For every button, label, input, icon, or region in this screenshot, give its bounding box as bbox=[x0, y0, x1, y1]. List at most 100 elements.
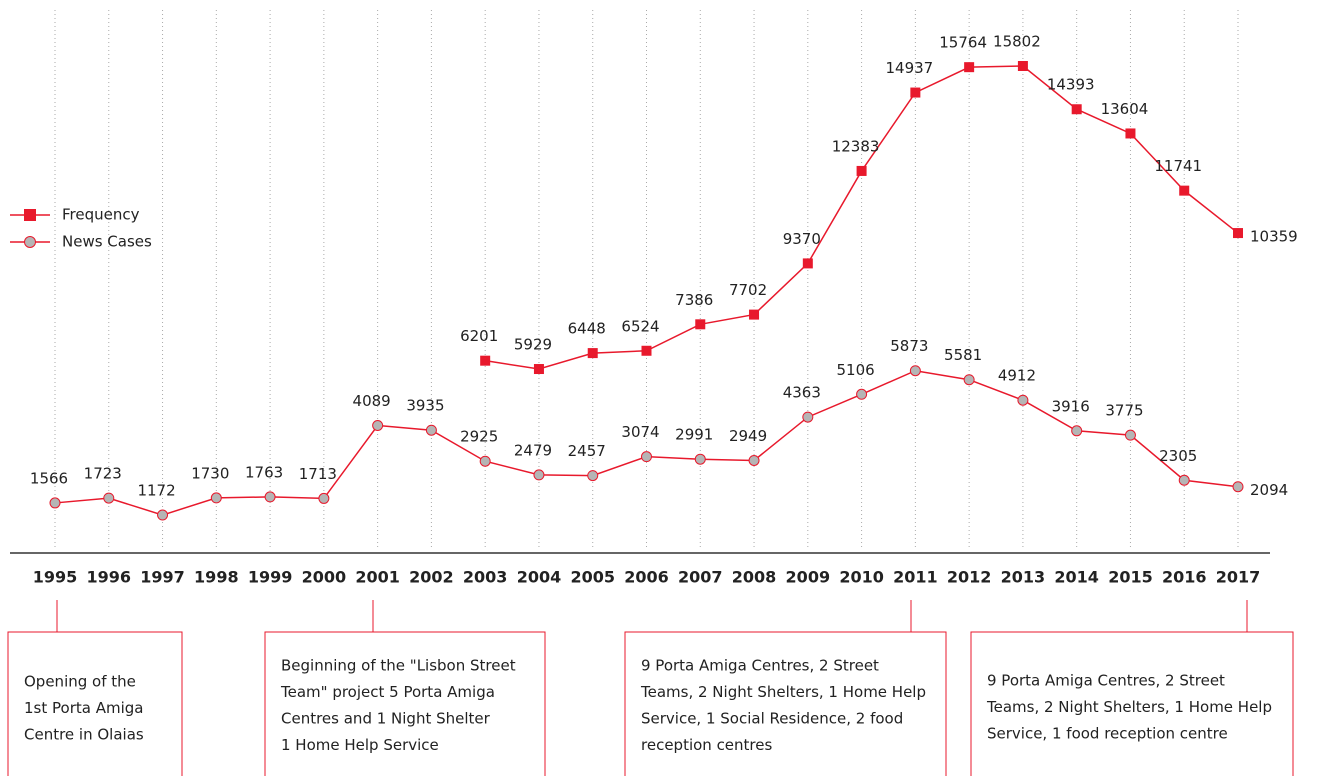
data-label: 3074 bbox=[621, 423, 659, 441]
marker bbox=[210, 492, 222, 504]
marker bbox=[264, 491, 276, 503]
marker bbox=[587, 348, 598, 359]
marker bbox=[1125, 128, 1136, 139]
data-label: 4363 bbox=[783, 384, 821, 402]
marker bbox=[1233, 228, 1243, 239]
legend-label: News Cases bbox=[62, 233, 152, 251]
marker bbox=[49, 497, 61, 509]
annotation-text: Service, 1 Social Residence, 2 food bbox=[641, 710, 903, 728]
data-label: 2991 bbox=[675, 426, 713, 444]
x-tick-label: 2001 bbox=[355, 568, 400, 587]
marker bbox=[909, 365, 921, 377]
data-label: 2479 bbox=[514, 441, 552, 459]
data-label: 14937 bbox=[886, 59, 934, 77]
marker bbox=[1179, 185, 1190, 196]
x-tick-label: 2007 bbox=[678, 568, 723, 587]
x-tick-label: 2014 bbox=[1054, 568, 1099, 587]
x-tick-label: 2003 bbox=[463, 568, 508, 587]
data-label: 3935 bbox=[406, 397, 444, 415]
data-label: 6524 bbox=[621, 317, 659, 335]
data-label: 1723 bbox=[84, 465, 122, 483]
x-tick-label: 2013 bbox=[1001, 568, 1046, 587]
x-tick-label: 2008 bbox=[732, 568, 777, 587]
data-label: 6448 bbox=[568, 320, 606, 338]
x-tick-label: 2005 bbox=[570, 568, 615, 587]
data-label: 4912 bbox=[998, 367, 1036, 385]
marker bbox=[318, 492, 330, 504]
annotation-box bbox=[7, 631, 183, 776]
marker bbox=[856, 165, 867, 176]
annotation-text: Team" project 5 Porta Amiga bbox=[280, 683, 495, 701]
data-label: 3775 bbox=[1105, 402, 1143, 420]
data-label: 7386 bbox=[675, 291, 713, 309]
annotation-text: 1 Home Help Service bbox=[281, 736, 439, 754]
marker bbox=[1017, 394, 1029, 406]
annotation-text: 1st Porta Amiga bbox=[24, 699, 143, 717]
marker bbox=[479, 455, 491, 467]
legend-marker bbox=[24, 236, 36, 248]
marker bbox=[856, 388, 868, 400]
marker bbox=[910, 87, 921, 98]
annotation-text: Centre in Olaias bbox=[24, 726, 144, 744]
annotation-text: Beginning of the "Lisbon Street bbox=[281, 657, 516, 675]
x-tick-label: 1999 bbox=[248, 568, 293, 587]
marker bbox=[587, 470, 599, 482]
annotation-box bbox=[624, 631, 947, 776]
data-label: 10359 bbox=[1250, 228, 1298, 246]
marker bbox=[1071, 425, 1083, 437]
marker bbox=[157, 509, 169, 521]
marker bbox=[1232, 481, 1244, 493]
marker bbox=[963, 374, 975, 386]
x-tick-label: 2011 bbox=[893, 568, 938, 587]
x-tick-label: 2012 bbox=[947, 568, 992, 587]
x-tick-label: 1996 bbox=[87, 568, 132, 587]
x-tick-label: 2002 bbox=[409, 568, 454, 587]
marker bbox=[425, 424, 437, 436]
data-label: 1713 bbox=[299, 465, 337, 483]
data-label: 5106 bbox=[836, 361, 874, 379]
data-label: 5581 bbox=[944, 346, 982, 364]
annotation-box bbox=[264, 631, 546, 776]
data-label: 15802 bbox=[993, 33, 1041, 51]
marker bbox=[748, 454, 760, 466]
marker bbox=[802, 258, 813, 269]
annotation-text: 9 Porta Amiga Centres, 2 Street bbox=[987, 672, 1225, 690]
marker bbox=[103, 492, 115, 504]
annotation-text: Teams, 2 Night Shelters, 1 Home Help bbox=[986, 698, 1272, 716]
marker bbox=[749, 309, 760, 320]
data-label: 11741 bbox=[1154, 157, 1202, 175]
x-tick-label: 2015 bbox=[1108, 568, 1153, 587]
legend-marker bbox=[24, 209, 36, 221]
annotation-text: Teams, 2 Night Shelters, 1 Home Help bbox=[640, 683, 926, 701]
marker bbox=[1178, 474, 1190, 486]
marker bbox=[802, 411, 814, 423]
x-tick-label: 1998 bbox=[194, 568, 239, 587]
marker bbox=[372, 419, 384, 431]
data-label: 2949 bbox=[729, 427, 767, 445]
data-label: 9370 bbox=[783, 230, 821, 248]
legend-label: Frequency bbox=[62, 206, 140, 224]
x-tick-label: 1995 bbox=[33, 568, 78, 587]
x-tick-label: 2009 bbox=[786, 568, 831, 587]
x-tick-label: 2017 bbox=[1216, 568, 1261, 587]
x-tick-label: 2016 bbox=[1162, 568, 1207, 587]
data-label: 15764 bbox=[939, 34, 987, 52]
data-label: 2457 bbox=[568, 442, 606, 460]
marker bbox=[1124, 429, 1136, 441]
marker bbox=[533, 469, 545, 481]
annotation-text: Service, 1 food reception centre bbox=[987, 725, 1228, 743]
data-label: 2305 bbox=[1159, 447, 1197, 465]
data-label: 5873 bbox=[890, 337, 928, 355]
data-label: 6201 bbox=[460, 327, 498, 345]
marker bbox=[533, 364, 544, 375]
x-tick-label: 2000 bbox=[302, 568, 347, 587]
x-tick-label: 1997 bbox=[140, 568, 185, 587]
marker bbox=[480, 355, 491, 366]
data-label: 1763 bbox=[245, 463, 283, 481]
data-label: 3916 bbox=[1052, 397, 1090, 415]
annotation-text: 9 Porta Amiga Centres, 2 Street bbox=[641, 657, 879, 675]
data-label: 5929 bbox=[514, 336, 552, 354]
annotation-text: reception centres bbox=[641, 736, 772, 754]
x-tick-label: 2010 bbox=[839, 568, 884, 587]
marker bbox=[1017, 61, 1028, 71]
